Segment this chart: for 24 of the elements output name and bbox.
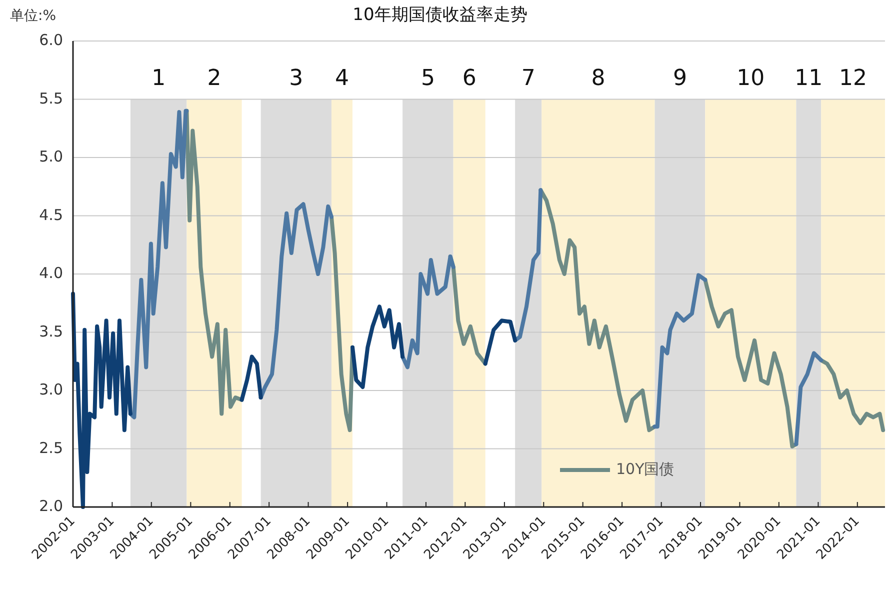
y-tick-label: 4.5 xyxy=(39,206,63,224)
y-tick-label: 5.5 xyxy=(39,89,63,108)
band-label: 1 xyxy=(152,66,166,91)
band-label: 5 xyxy=(420,66,435,91)
y-axis-title: 单位:% xyxy=(10,8,56,24)
y-tick-label: 5.0 xyxy=(39,148,63,166)
band-label: 6 xyxy=(462,66,476,91)
y-tick-label: 3.5 xyxy=(39,322,63,340)
y-tick-label: 2.0 xyxy=(39,497,63,516)
band-label: 12 xyxy=(839,66,868,91)
band-label: 7 xyxy=(521,66,536,91)
y-tick-label: 6.0 xyxy=(39,31,63,50)
band-label: 2 xyxy=(207,66,222,91)
band-label: 8 xyxy=(591,66,606,91)
legend-label: 10Y国债 xyxy=(616,460,674,478)
band-label: 11 xyxy=(794,66,823,91)
y-tick-label: 2.5 xyxy=(39,438,63,457)
band-label: 4 xyxy=(334,66,349,91)
band-label: 10 xyxy=(736,66,765,91)
band-label: 3 xyxy=(289,66,304,91)
y-tick-label: 4.0 xyxy=(39,264,63,282)
band-label: 9 xyxy=(672,66,687,91)
y-tick-label: 3.0 xyxy=(39,380,63,399)
chart-title: 10年期国债收益率走势 xyxy=(352,5,528,25)
